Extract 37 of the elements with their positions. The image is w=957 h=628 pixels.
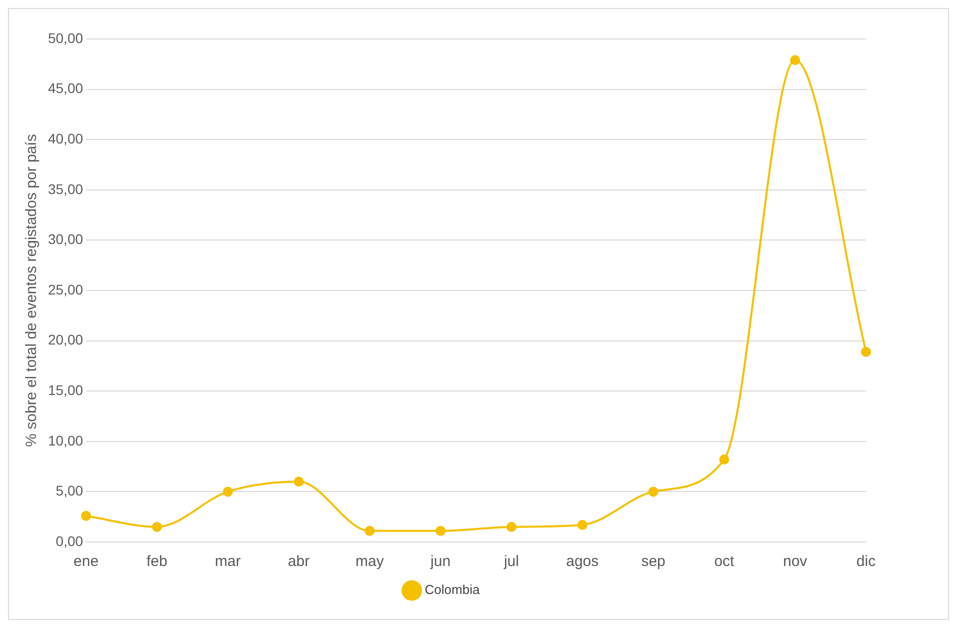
x-tick-label: jul xyxy=(502,553,519,570)
point xyxy=(577,520,588,530)
y-tick-label: 45,00 xyxy=(48,80,84,96)
point xyxy=(364,526,375,536)
x-tick-label: oct xyxy=(714,553,736,570)
point xyxy=(152,522,162,532)
x-tick-label: jun xyxy=(430,553,451,570)
x-tick-label: agos xyxy=(566,553,599,570)
x-tick-label: mar xyxy=(214,553,241,570)
point xyxy=(294,476,304,487)
x-tick-label: may xyxy=(355,553,384,570)
y-tick-label: 50,00 xyxy=(48,30,84,46)
point xyxy=(436,526,446,536)
y-tick-label: 0,00 xyxy=(56,532,84,549)
point xyxy=(719,454,730,465)
x-tick-label: ene xyxy=(74,553,99,570)
x-tick-label: dic xyxy=(856,553,876,570)
x-tick-label: sep xyxy=(641,553,666,570)
point xyxy=(790,55,800,66)
y-tick-label: 5,00 xyxy=(56,482,84,499)
x-tick-label: nov xyxy=(783,553,808,570)
point xyxy=(81,510,92,521)
legend-label: Colombia xyxy=(424,582,480,598)
y-tick-label: 10,00 xyxy=(48,432,84,448)
y-tick-label: 30,00 xyxy=(48,231,84,248)
point xyxy=(861,346,871,357)
point xyxy=(506,522,516,532)
y-tick-label: 20,00 xyxy=(48,332,84,348)
y-tick-label: 40,00 xyxy=(48,130,84,146)
y-tick-label: 35,00 xyxy=(48,180,84,197)
y-axis-title: % sobre el total de eventos registados por país xyxy=(23,134,40,447)
point xyxy=(648,486,658,497)
x-tick-label: feb xyxy=(146,553,168,570)
point xyxy=(222,486,233,497)
y-tick-label: 15,00 xyxy=(48,382,84,398)
x-tick-label: abr xyxy=(288,553,310,570)
y-tick-label: 25,00 xyxy=(48,281,84,298)
